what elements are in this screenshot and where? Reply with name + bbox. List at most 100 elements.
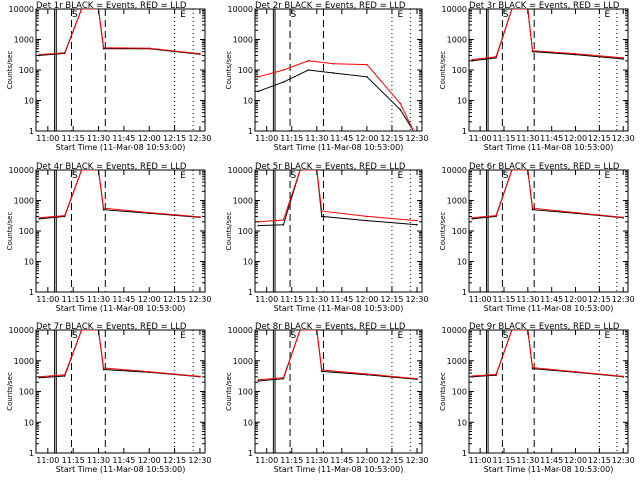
x-tick-label: 12:15: [163, 295, 186, 304]
data-point-lld: [511, 9, 513, 10]
data-point-lld: [574, 52, 577, 55]
y-tick-label: 1000: [447, 357, 467, 366]
data-point-lld: [622, 57, 625, 59]
data-point-events: [332, 72, 335, 74]
y-tick-label: 1000: [233, 357, 253, 366]
data-point-lld: [471, 217, 473, 219]
start-marker-label: S: [503, 171, 509, 181]
start-marker-label: S: [503, 10, 509, 20]
end-marker-label: E: [397, 10, 403, 20]
y-tick-label: 10000: [9, 5, 34, 14]
data-point-lld: [63, 214, 66, 217]
data-point-lld: [282, 69, 285, 71]
data-point-lld: [63, 51, 66, 54]
end-marker-label: E: [397, 171, 403, 181]
start-marker-label: S: [72, 331, 78, 341]
data-point-lld: [199, 52, 201, 55]
data-point-lld: [257, 379, 260, 381]
data-point-lld: [366, 215, 368, 218]
y-axis-label: Counts/sec: [439, 372, 447, 411]
chart-title: Det 4r BLACK = Events, RED = LLD: [36, 162, 187, 172]
plot-frame: [468, 329, 629, 454]
data-point-lld: [80, 9, 83, 10]
series-line-lld: [258, 60, 415, 131]
x-tick-label: 11:15: [62, 456, 85, 465]
series-line-events: [472, 330, 624, 378]
x-tick-label: 11:45: [330, 134, 353, 143]
data-point-lld: [102, 367, 105, 369]
y-tick-label: 10000: [442, 5, 467, 14]
y-tick-label: 100: [238, 227, 253, 236]
data-point-lld: [199, 375, 201, 378]
x-tick-label: 12:15: [380, 456, 403, 465]
x-tick-label: 12:00: [138, 295, 161, 304]
x-axis-label: Start Time (11-Mar-08 10:53:00): [484, 304, 614, 313]
x-tick-label: 11:15: [62, 134, 85, 143]
series-line-events: [39, 330, 200, 379]
series-line-lld: [472, 9, 624, 61]
x-tick-label: 11:45: [540, 134, 563, 143]
data-point-lld: [148, 211, 151, 214]
x-tick-label: 11:45: [330, 295, 353, 304]
x-tick-label: 11:45: [112, 456, 135, 465]
series-line-lld: [39, 9, 200, 56]
x-tick-label: 11:30: [305, 295, 328, 304]
x-tick-label: 12:30: [405, 295, 428, 304]
data-point-lld: [282, 376, 285, 379]
y-tick-label: 1: [462, 288, 467, 297]
data-point-lld: [366, 373, 368, 375]
data-point-lld: [299, 170, 301, 171]
y-tick-label: 100: [19, 388, 34, 397]
x-axis-label: Start Time (11-Mar-08 10:53:00): [484, 143, 614, 152]
y-tick-label: 100: [452, 66, 467, 75]
data-point-lld: [416, 219, 418, 222]
data-point-lld: [80, 170, 83, 171]
start-marker-label: S: [72, 171, 78, 181]
data-point-lld: [622, 375, 625, 378]
y-tick-label: 1: [29, 288, 34, 297]
data-point-events: [307, 69, 310, 71]
x-tick-label: 11:00: [469, 295, 492, 304]
data-point-lld: [148, 370, 151, 373]
y-axis-label: Counts/sec: [439, 212, 447, 251]
x-tick-label: 11:30: [305, 134, 328, 143]
end-marker-label: E: [180, 171, 186, 181]
x-tick-label: 12:30: [188, 456, 211, 465]
x-tick-label: 11:15: [492, 295, 515, 304]
y-tick-label: 10: [457, 97, 467, 106]
end-marker-label: E: [180, 331, 186, 341]
plot-frame: [254, 329, 423, 454]
y-tick-label: 10000: [228, 166, 253, 175]
plot-frame: [35, 8, 206, 132]
data-point-events: [366, 219, 368, 222]
x-tick-label: 12:15: [588, 456, 611, 465]
data-point-events: [257, 224, 260, 227]
chart-title: Det 8r BLACK = Events, RED = LLD: [255, 322, 406, 332]
data-point-events: [399, 108, 402, 111]
data-point-lld: [321, 210, 323, 212]
data-point-lld: [531, 207, 534, 209]
y-tick-label: 1: [248, 449, 253, 458]
x-tick-label: 12:00: [564, 295, 587, 304]
x-tick-label: 11:15: [280, 456, 303, 465]
x-tick-label: 11:00: [255, 134, 278, 143]
plot-frame: [468, 169, 629, 293]
x-tick-label: 11:45: [540, 295, 563, 304]
chart-title: Det 9r BLACK = Events, RED = LLD: [469, 322, 620, 332]
plot-frame: [468, 8, 629, 132]
start-marker-label: S: [72, 10, 78, 20]
data-point-events: [257, 380, 260, 382]
x-axis-label: Start Time (11-Mar-08 10:53:00): [274, 465, 404, 474]
start-marker-label: S: [291, 331, 297, 341]
y-tick-label: 100: [238, 66, 253, 75]
x-tick-label: 11:30: [87, 456, 110, 465]
data-point-lld: [332, 62, 335, 65]
x-tick-label: 11:30: [305, 456, 328, 465]
y-tick-label: 1000: [447, 197, 467, 206]
y-axis-label: Counts/sec: [439, 51, 447, 90]
y-tick-label: 1: [462, 449, 467, 458]
x-tick-label: 12:00: [564, 456, 587, 465]
start-marker-label: S: [291, 10, 297, 20]
